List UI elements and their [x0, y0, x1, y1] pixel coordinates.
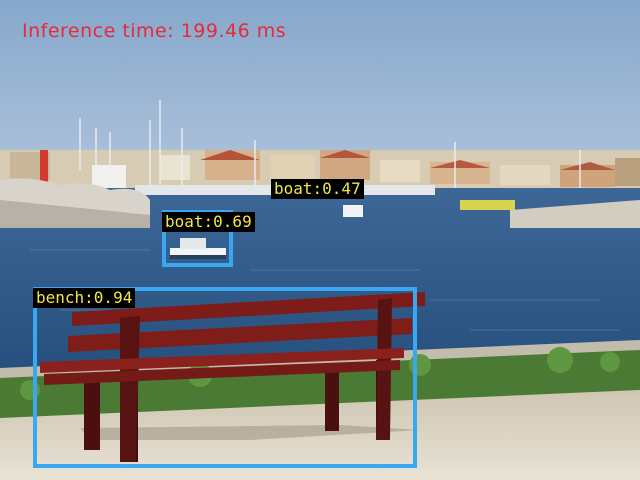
bench-object: [40, 292, 425, 462]
small-boat-near: [170, 238, 226, 259]
breakwater-right: [510, 200, 640, 228]
grass: [0, 350, 640, 420]
detection-box-bench: [33, 287, 417, 468]
detection-label: boat:0.69: [162, 212, 255, 232]
detection-label: bench:0.94: [33, 288, 136, 308]
boat-masts: [79, 100, 581, 195]
detection-label: boat:0.47: [271, 179, 364, 199]
small-boat-far: [343, 205, 363, 217]
town-skyline: [0, 150, 640, 195]
inference-time-readout: Inference time: 199.46 ms: [22, 20, 287, 42]
